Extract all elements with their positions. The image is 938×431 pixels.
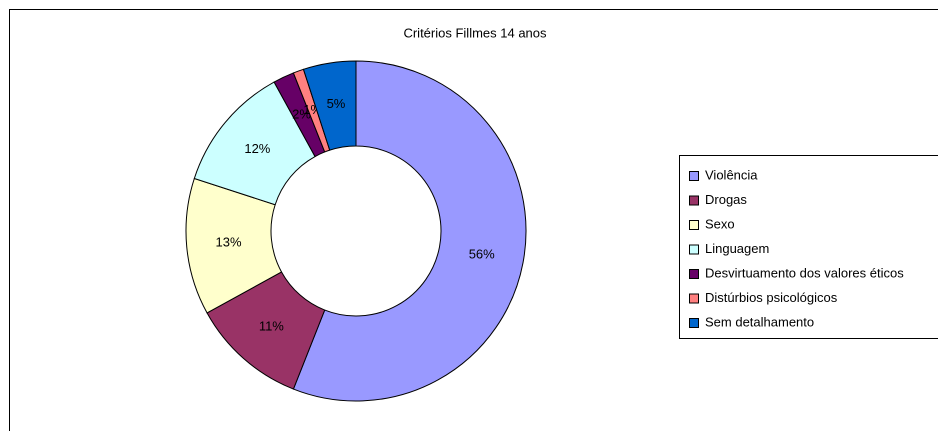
legend-label: Distúrbios psicológicos	[705, 290, 838, 305]
donut-slice	[292, 60, 527, 402]
legend-swatch	[689, 244, 699, 255]
legend-label: Linguagem	[705, 241, 769, 256]
legend-label: Desvirtuamento dos valores éticos	[705, 265, 904, 280]
data-label: 11%	[259, 318, 284, 333]
legend-swatch	[689, 171, 699, 181]
legend-box	[679, 155, 938, 339]
legend-swatch	[689, 220, 699, 230]
legend-swatch	[689, 269, 699, 279]
data-label: 5%	[327, 96, 346, 111]
data-label: 56%	[469, 246, 495, 261]
legend-swatch	[689, 318, 699, 328]
legend-swatch	[689, 195, 699, 206]
data-label: 12%	[244, 141, 270, 156]
legend-label: Sexo	[705, 216, 735, 231]
data-label: 13%	[216, 234, 242, 249]
legend-swatch	[689, 293, 699, 304]
donut-slice	[302, 60, 357, 151]
chart-title: Critérios Fillmes 14 anos	[403, 25, 547, 40]
legend-label: Drogas	[705, 192, 747, 207]
legend-label: Sem detalhamento	[705, 314, 814, 329]
data-label: 2%	[292, 107, 311, 122]
legend-label: Violência	[705, 167, 758, 182]
